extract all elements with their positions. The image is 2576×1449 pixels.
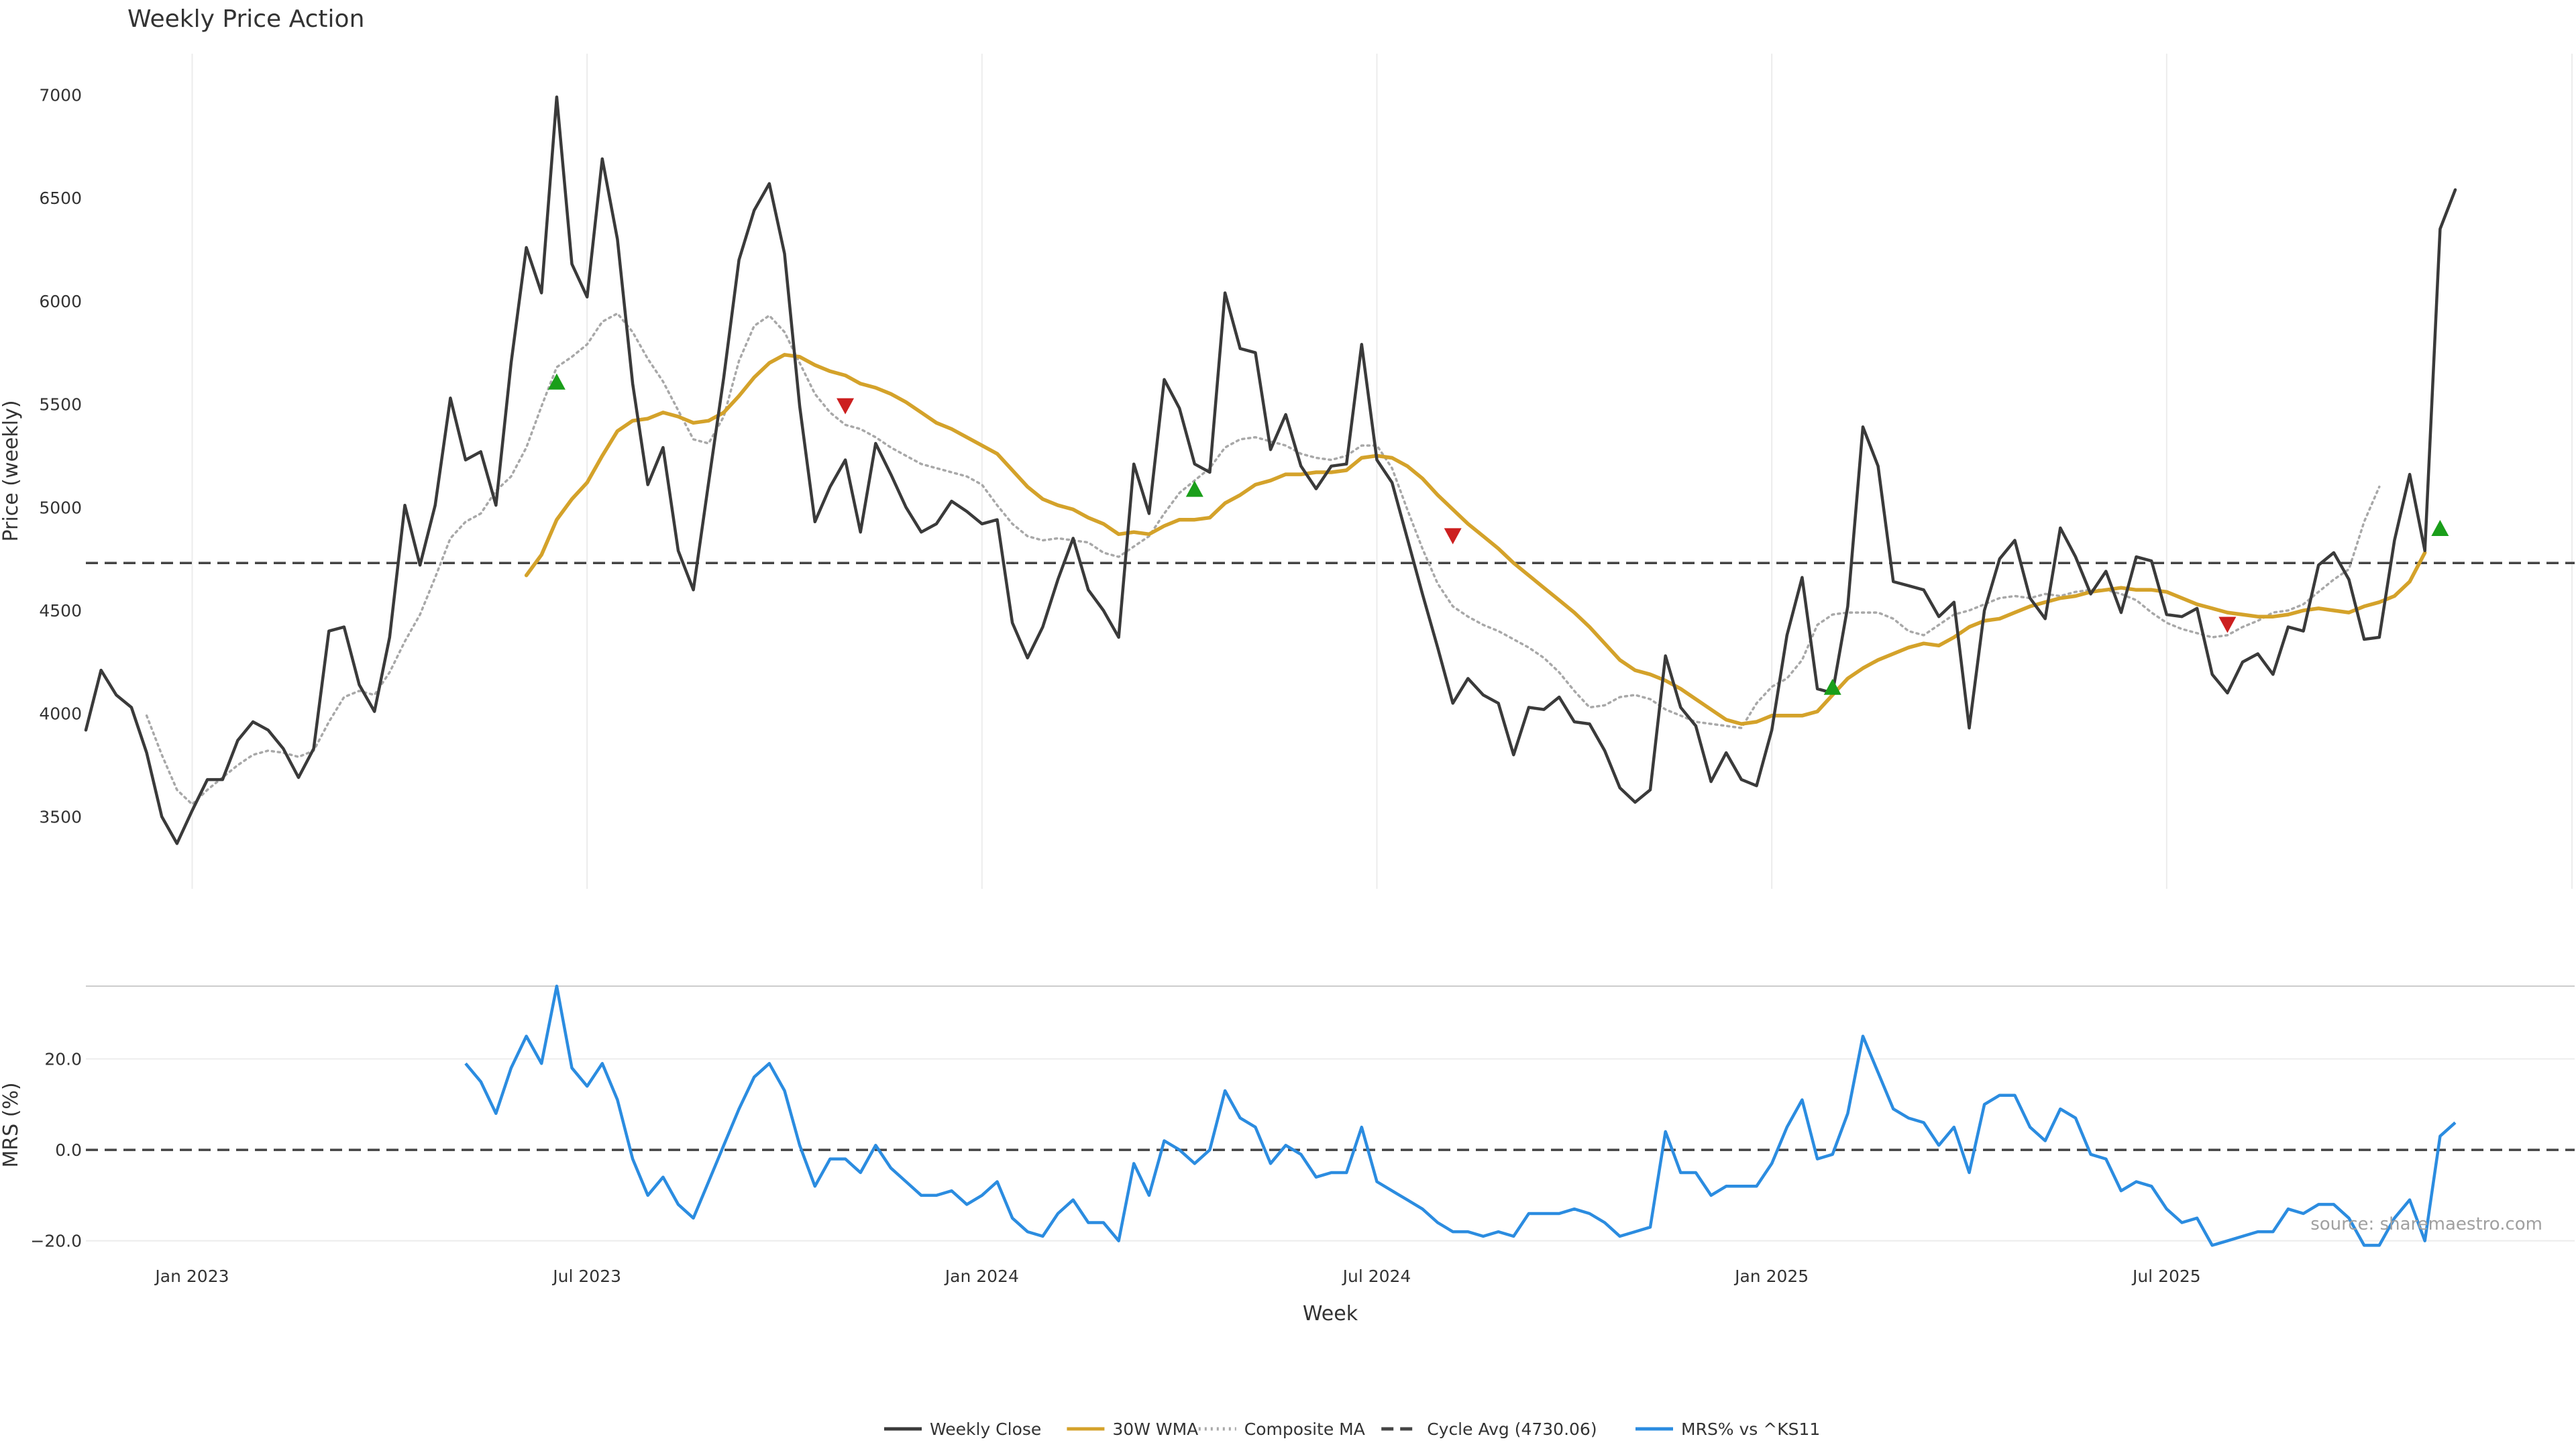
- price-y-tick-label: 5500: [39, 395, 82, 415]
- price-y-tick-label: 5000: [39, 498, 82, 517]
- x-tick-label: Jan 2023: [154, 1267, 229, 1286]
- mrs-panel: −20.0 0.0 20.0: [30, 984, 2575, 1251]
- buy-signal-marker: [547, 373, 566, 390]
- legend-item: Composite MA: [1198, 1419, 1365, 1439]
- legend-label: 30W WMA: [1112, 1419, 1198, 1439]
- price-y-tick-label: 7000: [39, 85, 82, 105]
- legend-item: MRS% vs ^KS11: [1635, 1419, 1820, 1439]
- legend-item: 30W WMA: [1067, 1419, 1198, 1439]
- mrs-y-axis-label: MRS (%): [0, 1082, 23, 1167]
- buy-signal-marker: [1823, 678, 1841, 695]
- chart-title: Weekly Price Action: [127, 5, 364, 33]
- price-y-tick-label: 4500: [39, 601, 82, 621]
- mrs-y-tick-label: 20.0: [44, 1049, 82, 1069]
- price-y-tick-label: 4000: [39, 704, 82, 724]
- legend-label: Cycle Avg (4730.06): [1427, 1419, 1597, 1439]
- price-panel: 3500 4000 4500 5000 5500 6000 6500 7000: [39, 54, 2575, 889]
- legend-label: Composite MA: [1244, 1419, 1365, 1439]
- mrs-y-tick-label: −20.0: [30, 1232, 82, 1251]
- price-y-tick-label: 6500: [39, 189, 82, 208]
- wma-30w-line: [524, 353, 2427, 726]
- x-tick-label: Jul 2025: [2131, 1267, 2201, 1286]
- x-tick-label: Jul 2023: [551, 1267, 621, 1286]
- sell-signal-marker: [837, 398, 855, 415]
- x-tick-label: Jul 2024: [1342, 1267, 1411, 1286]
- x-axis-label: Week: [1303, 1302, 1358, 1326]
- mrs-line: [464, 984, 2457, 1247]
- buy-signal-marker: [2431, 520, 2449, 537]
- sell-signal-marker: [1444, 528, 1462, 545]
- weekly-close-line: [84, 95, 2457, 845]
- x-axis: Jan 2023 Jul 2023 Jan 2024 Jul 2024 Jan 2025…: [154, 1267, 2200, 1286]
- x-tick-label: Jan 2024: [944, 1267, 1019, 1286]
- buy-signal-marker: [1185, 480, 1203, 497]
- sell-signal-marker: [2218, 616, 2237, 633]
- legend-label: Weekly Close: [930, 1419, 1041, 1439]
- legend-label: MRS% vs ^KS11: [1681, 1419, 1820, 1439]
- price-y-tick-label: 6000: [39, 292, 82, 311]
- composite-ma-line: [145, 312, 2381, 806]
- mrs-y-tick-label: 0.0: [55, 1140, 82, 1160]
- source-text: source: sharemaestro.com: [2310, 1214, 2542, 1234]
- price-y-tick-label: 3500: [39, 807, 82, 826]
- legend: Weekly Close 30W WMA Composite MA Cycle Avg…: [884, 1419, 1820, 1439]
- legend-item: Cycle Avg (4730.06): [1381, 1419, 1597, 1439]
- price-y-axis-label: Price (weekly): [0, 400, 23, 541]
- x-tick-label: Jan 2025: [1733, 1267, 1809, 1286]
- legend-item: Weekly Close: [884, 1419, 1041, 1439]
